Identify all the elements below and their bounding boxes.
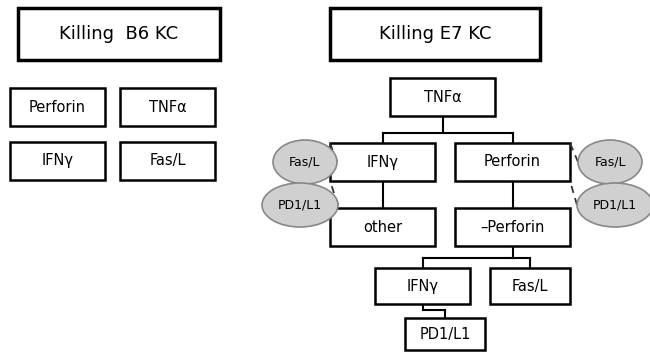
FancyBboxPatch shape [330,143,435,181]
Text: Fas/L: Fas/L [512,279,548,294]
Text: PD1/L1: PD1/L1 [593,199,637,211]
FancyBboxPatch shape [10,88,105,126]
Text: IFNγ: IFNγ [42,154,73,168]
Text: Fas/L: Fas/L [289,155,320,168]
FancyBboxPatch shape [10,142,105,180]
FancyBboxPatch shape [455,143,570,181]
Text: TNFα: TNFα [149,99,187,115]
Text: Fas/L: Fas/L [594,155,626,168]
Text: Fas/L: Fas/L [150,154,186,168]
FancyBboxPatch shape [120,88,215,126]
Text: other: other [363,219,402,234]
Ellipse shape [273,140,337,184]
FancyBboxPatch shape [405,318,485,350]
Text: PD1/L1: PD1/L1 [278,199,322,211]
FancyBboxPatch shape [330,8,540,60]
Text: Perforin: Perforin [29,99,86,115]
FancyBboxPatch shape [390,78,495,116]
Text: Perforin: Perforin [484,154,541,169]
Ellipse shape [262,183,338,227]
Text: PD1/L1: PD1/L1 [419,326,471,341]
Ellipse shape [578,140,642,184]
Text: TNFα: TNFα [424,89,462,104]
Text: IFNγ: IFNγ [367,154,398,169]
Text: Killing  B6 KC: Killing B6 KC [59,25,179,43]
FancyBboxPatch shape [18,8,220,60]
FancyBboxPatch shape [330,208,435,246]
FancyBboxPatch shape [455,208,570,246]
Text: IFNγ: IFNγ [406,279,439,294]
FancyBboxPatch shape [375,268,470,304]
Text: Killing E7 KC: Killing E7 KC [379,25,491,43]
Ellipse shape [577,183,650,227]
FancyBboxPatch shape [490,268,570,304]
FancyBboxPatch shape [120,142,215,180]
Text: –Perforin: –Perforin [480,219,545,234]
